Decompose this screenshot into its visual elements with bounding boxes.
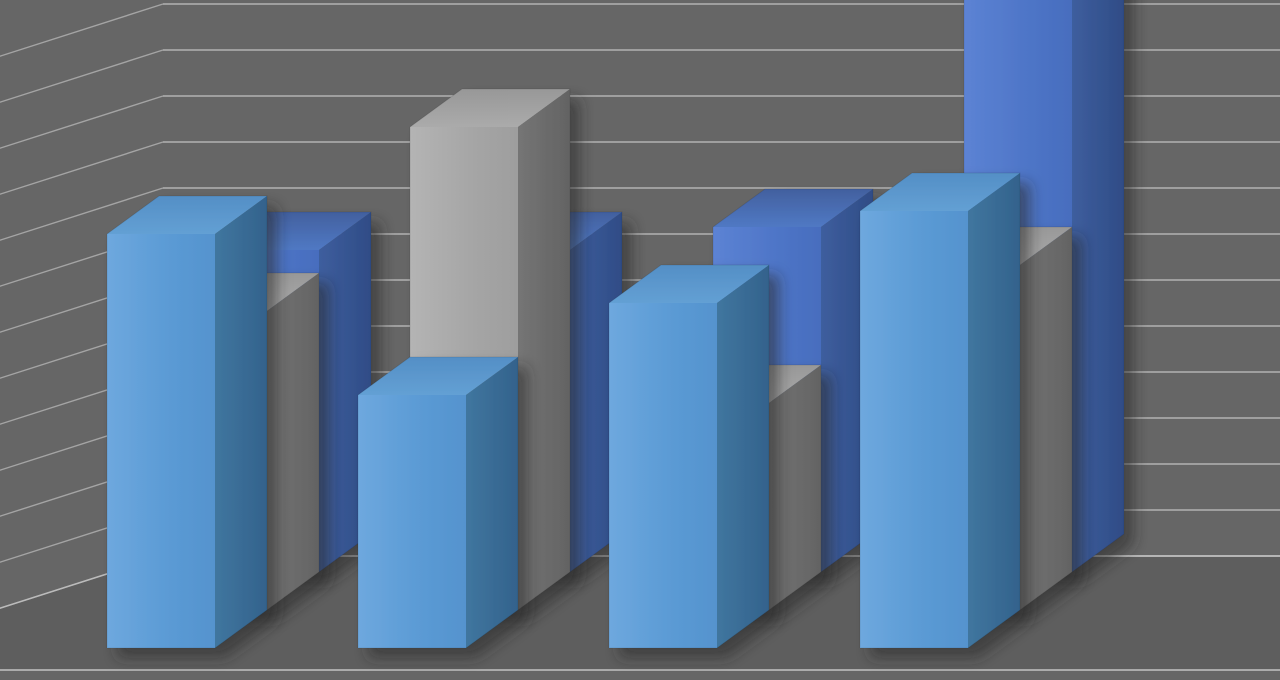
series-layer bbox=[106, 172, 1021, 649]
bar-side-face bbox=[717, 265, 769, 648]
bar-top-face bbox=[358, 357, 518, 395]
bar-3d[interactable] bbox=[608, 264, 770, 649]
bar-outline bbox=[608, 264, 770, 649]
bar-side-face bbox=[1020, 227, 1072, 610]
bar-side-face bbox=[466, 357, 518, 648]
bar-3d[interactable] bbox=[106, 195, 268, 649]
bar-top-face bbox=[713, 189, 873, 227]
bar-front-face[interactable] bbox=[358, 395, 466, 648]
bar-side-face bbox=[267, 273, 319, 610]
bar-top-face bbox=[609, 265, 769, 303]
bar-top-face bbox=[410, 89, 570, 127]
bar-side-face bbox=[769, 365, 821, 610]
bar-top-face bbox=[860, 173, 1020, 211]
bar-outline bbox=[859, 172, 1021, 649]
bar-side-face bbox=[968, 173, 1020, 648]
bar-front-face[interactable] bbox=[107, 234, 215, 648]
bar-3d[interactable] bbox=[859, 172, 1021, 649]
bar-front-face[interactable] bbox=[609, 303, 717, 648]
bar-side-face bbox=[215, 196, 267, 648]
bar-side-face bbox=[518, 89, 570, 610]
bar-3d[interactable] bbox=[357, 356, 519, 649]
bar-top-face bbox=[107, 196, 267, 234]
bar-outline bbox=[106, 195, 268, 649]
bar-outline bbox=[357, 356, 519, 649]
bar-front-face[interactable] bbox=[860, 211, 968, 648]
bar-group-container bbox=[106, 0, 1125, 649]
bar-side-face bbox=[1072, 0, 1124, 572]
